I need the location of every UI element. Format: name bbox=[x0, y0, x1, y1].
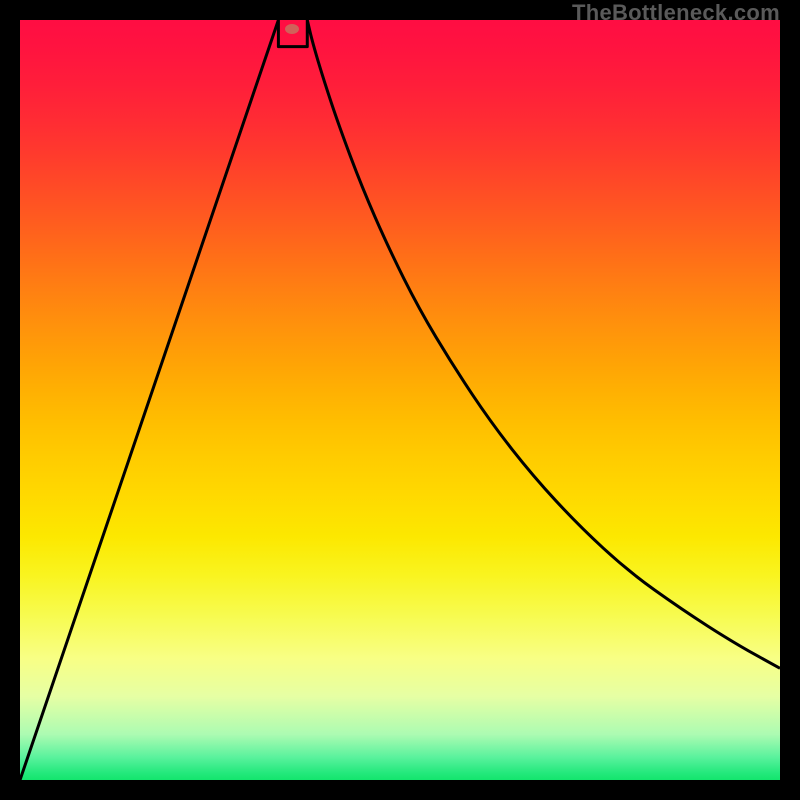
watermark-text: TheBottleneck.com bbox=[572, 0, 780, 26]
curve-overlay bbox=[0, 0, 800, 800]
bottleneck-curve bbox=[20, 20, 780, 780]
